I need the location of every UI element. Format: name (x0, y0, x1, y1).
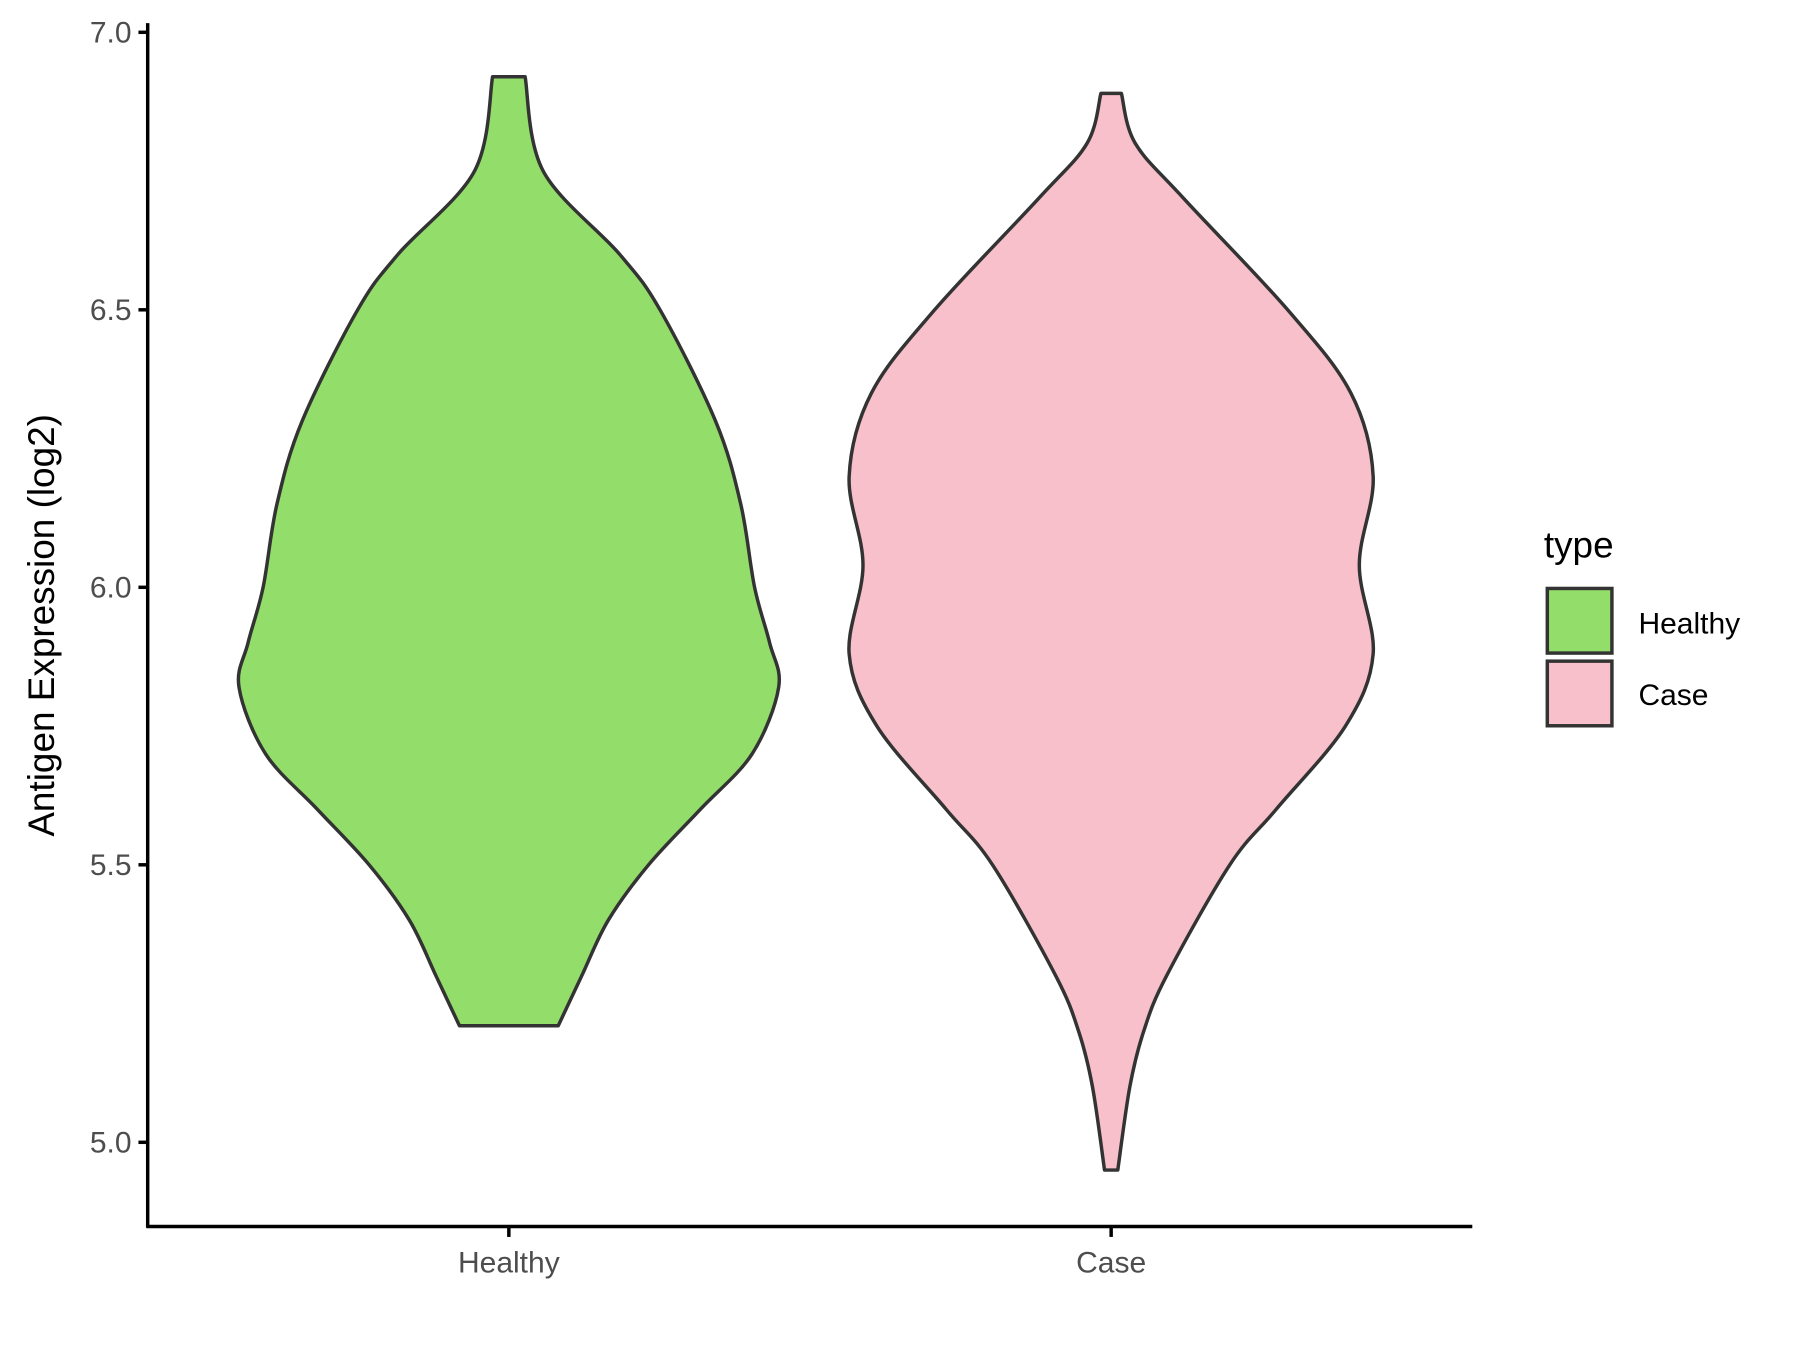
violins (236, 74, 1376, 1172)
x-tick-label: Case (1076, 1247, 1146, 1280)
violin-case (847, 91, 1376, 1172)
y-tick-label: 5.0 (90, 1127, 132, 1160)
legend-key-healthy (1545, 586, 1614, 655)
legend-label-case: Case (1638, 679, 1708, 712)
x-ticks: Healthy Case (458, 1226, 1146, 1280)
violin-healthy (236, 74, 782, 1028)
legend-label-healthy: Healthy (1638, 607, 1740, 640)
y-axis-title: Antigen Expression (log2) (21, 414, 62, 837)
legend-key-case (1545, 659, 1614, 728)
x-tick-label: Healthy (458, 1247, 560, 1280)
y-tick-label: 6.5 (90, 294, 132, 327)
legend: type Healthy Case (1544, 524, 1740, 728)
y-tick-label: 7.0 (90, 17, 132, 50)
y-tick-label: 5.5 (90, 849, 132, 882)
y-tick-label: 6.0 (90, 572, 132, 605)
y-ticks: 5.0 5.5 6.0 6.5 7.0 (90, 17, 148, 1160)
legend-title: type (1544, 524, 1614, 565)
